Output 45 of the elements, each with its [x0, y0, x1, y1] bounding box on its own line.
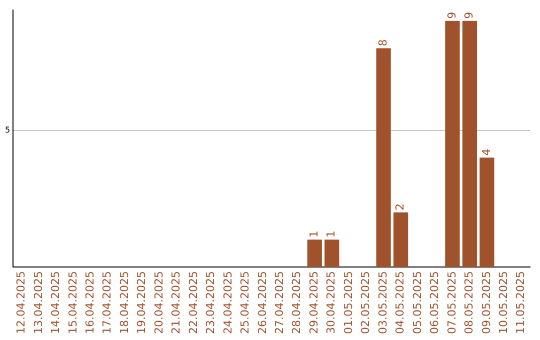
data-label: 2	[394, 203, 407, 210]
x-tick-label: 14.04.2025	[49, 271, 62, 334]
bar	[480, 158, 494, 268]
bar	[376, 48, 391, 268]
x-tick-label: 03.05.2025	[376, 271, 390, 334]
x-tick-label: 23.04.2025	[204, 271, 218, 334]
data-label: 8	[376, 39, 390, 46]
x-tick-label: 19.04.2025	[135, 271, 148, 334]
bar	[307, 240, 322, 268]
bar	[324, 240, 340, 268]
x-tick-label: 27.04.2025	[273, 271, 286, 334]
x-tick-label: 30.04.2025	[324, 271, 338, 334]
data-label: 1	[324, 230, 338, 238]
data-label: 9	[445, 12, 458, 19]
x-tick-label: 07.05.2025	[445, 271, 458, 334]
x-tick-label: 20.04.2025	[152, 271, 166, 334]
x-tick-label: 08.05.2025	[462, 271, 476, 334]
x-tick-label: 12.04.2025	[14, 271, 28, 334]
x-tick-label: 01.05.2025	[342, 271, 355, 334]
bar	[462, 20, 478, 268]
x-tick-label: 17.04.2025	[100, 271, 114, 334]
x-tick-label: 05.05.2025	[410, 271, 424, 334]
x-tick-label: 15.04.2025	[66, 271, 80, 334]
x-tick-label: 18.04.2025	[118, 271, 131, 334]
x-tick-label: 04.05.2025	[394, 271, 407, 334]
x-tick-label: 26.04.2025	[256, 271, 269, 334]
x-tick-label: 28.04.2025	[290, 271, 304, 334]
x-tick-label: 29.04.2025	[307, 271, 320, 334]
bar	[445, 20, 460, 268]
y-tick-label: 5	[4, 125, 10, 134]
x-tick-label: 24.04.2025	[221, 271, 234, 334]
x-tick-label: 13.04.2025	[32, 271, 45, 334]
x-tick-label: 11.05.2025	[514, 271, 528, 334]
x-tick-label: 16.04.2025	[83, 271, 96, 334]
bar	[393, 212, 408, 268]
data-label: 9	[462, 12, 476, 19]
x-tick-label: 06.05.2025	[428, 271, 442, 334]
x-tick-label: 10.05.2025	[497, 271, 510, 334]
x-tick-label: 22.04.2025	[186, 271, 200, 334]
x-tick-label: 25.04.2025	[238, 271, 252, 334]
data-label: 4	[480, 148, 493, 156]
data-label: 1	[307, 230, 320, 238]
x-tick-label: 02.05.2025	[359, 271, 372, 334]
x-tick-label: 09.05.2025	[480, 271, 493, 334]
x-tick-label: 21.04.2025	[170, 271, 183, 334]
